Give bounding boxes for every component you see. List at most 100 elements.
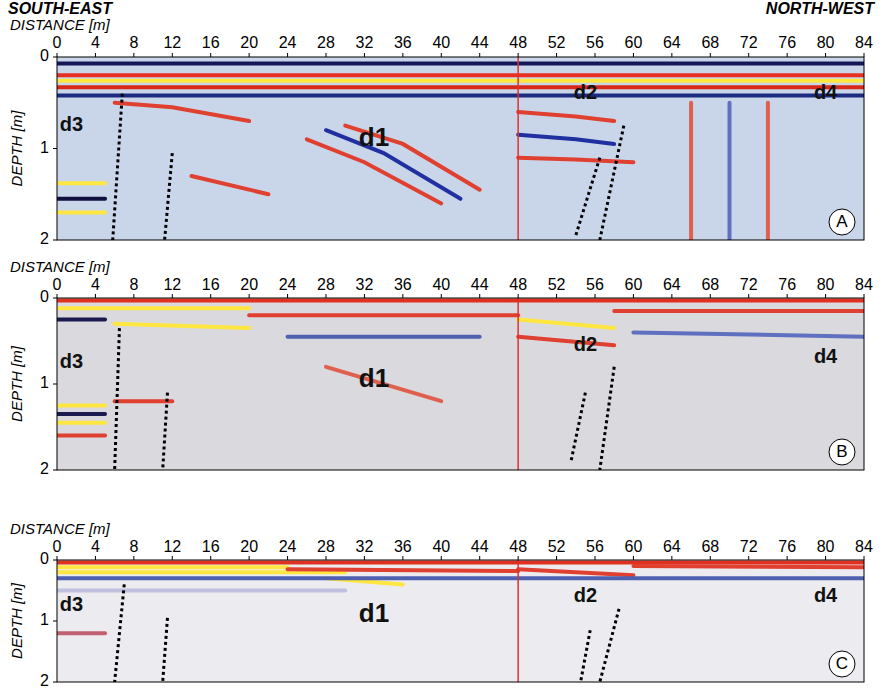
- x-tick: [671, 556, 672, 560]
- reflector: [57, 565, 288, 569]
- x-tick: [671, 294, 672, 298]
- y-tick: [53, 298, 57, 299]
- zone-label: d2: [574, 333, 597, 355]
- x-tick-label: 40: [432, 34, 450, 51]
- x-tick: [787, 294, 788, 298]
- x-tick: [595, 53, 596, 57]
- x-tick-label: 64: [663, 34, 681, 51]
- reflector: [57, 197, 105, 201]
- zone-label: d3: [60, 113, 83, 135]
- reflector: [518, 569, 633, 575]
- x-tick: [287, 53, 288, 57]
- y-tick: [53, 148, 57, 149]
- x-tick: [402, 294, 403, 298]
- reflector: [288, 569, 519, 571]
- separator: [517, 298, 519, 470]
- x-tick-label: 84: [855, 34, 873, 51]
- x-tick: [633, 556, 634, 560]
- panel-badge: [829, 651, 855, 677]
- x-tick-label: 8: [129, 538, 138, 555]
- boundary: [163, 393, 168, 470]
- x-tick: [249, 294, 250, 298]
- x-tick-label: 48: [509, 538, 527, 555]
- zone-label: d2: [574, 584, 597, 606]
- x-tick-label: 52: [548, 538, 566, 555]
- x-tick: [402, 556, 403, 560]
- x-tick-label: 12: [163, 538, 181, 555]
- reflector: [518, 337, 614, 346]
- x-tick: [95, 53, 96, 57]
- x-tick: [556, 556, 557, 560]
- x-tick: [787, 53, 788, 57]
- y-tick: [53, 57, 57, 58]
- x-axis-title: DISTANCE [m]: [10, 258, 111, 275]
- reflector: [57, 589, 345, 593]
- x-tick-label: 12: [163, 276, 181, 293]
- x-tick-label: 48: [509, 276, 527, 293]
- x-axis-title: DISTANCE [m]: [10, 16, 111, 33]
- x-tick-label: 24: [279, 276, 297, 293]
- x-tick-label: 56: [586, 276, 604, 293]
- reflector: [633, 332, 864, 336]
- x-tick-label: 28: [317, 276, 335, 293]
- x-tick-label: 24: [279, 34, 297, 51]
- header-right: NORTH-WEST: [766, 0, 875, 17]
- x-tick-label: 20: [240, 34, 258, 51]
- x-tick-label: 0: [53, 276, 62, 293]
- x-tick: [825, 556, 826, 560]
- x-tick: [326, 294, 327, 298]
- header-left: SOUTH-EAST: [8, 0, 113, 17]
- x-tick: [710, 556, 711, 560]
- boundary: [113, 94, 123, 240]
- x-tick: [172, 53, 173, 57]
- x-tick: [633, 294, 634, 298]
- x-tick-label: 72: [740, 538, 758, 555]
- x-tick: [249, 53, 250, 57]
- reflector: [57, 412, 105, 416]
- x-tick: [364, 294, 365, 298]
- x-tick-label: 52: [548, 276, 566, 293]
- x-tick-label: 68: [701, 34, 719, 51]
- panel-letter: B: [836, 442, 847, 461]
- x-tick-label: 8: [129, 276, 138, 293]
- x-tick-label: 72: [740, 34, 758, 51]
- x-tick: [133, 556, 134, 560]
- x-tick-label: 0: [53, 34, 62, 51]
- panel-badge: [829, 439, 855, 465]
- reflector: [728, 103, 732, 240]
- reflector: [57, 73, 864, 77]
- reflector: [57, 404, 105, 408]
- reflector: [57, 93, 864, 97]
- zone-label: d1: [359, 598, 389, 628]
- y-axis-title: DEPTH [m]: [8, 345, 25, 422]
- x-tick-label: 52: [548, 34, 566, 51]
- x-tick-label: 80: [817, 276, 835, 293]
- y-tick-label: 0: [40, 288, 49, 305]
- reflector: [57, 299, 864, 303]
- x-tick-label: 44: [471, 34, 489, 51]
- y-tick-label: 2: [40, 672, 49, 689]
- reflector: [57, 85, 864, 89]
- y-tick-label: 1: [40, 139, 49, 156]
- x-tick: [518, 556, 519, 560]
- reflector: [115, 399, 173, 403]
- reflector: [115, 103, 250, 121]
- x-tick-label: 32: [356, 276, 374, 293]
- reflector: [57, 306, 249, 310]
- x-tick: [57, 53, 58, 57]
- x-tick: [249, 556, 250, 560]
- x-tick-label: 16: [202, 34, 220, 51]
- reflector: [633, 566, 864, 567]
- x-tick: [864, 556, 865, 560]
- x-tick-label: 32: [356, 538, 374, 555]
- panel: d3d1d2d4DISTANCE [m]04812162024283236404…: [8, 16, 873, 247]
- reflector: [57, 318, 105, 322]
- marks: [57, 57, 864, 240]
- marks: [57, 298, 864, 470]
- x-tick-label: 36: [394, 34, 412, 51]
- x-tick-label: 28: [317, 34, 335, 51]
- marks: [57, 560, 864, 682]
- zone-label: d3: [60, 350, 83, 372]
- x-tick: [595, 556, 596, 560]
- x-tick: [210, 556, 211, 560]
